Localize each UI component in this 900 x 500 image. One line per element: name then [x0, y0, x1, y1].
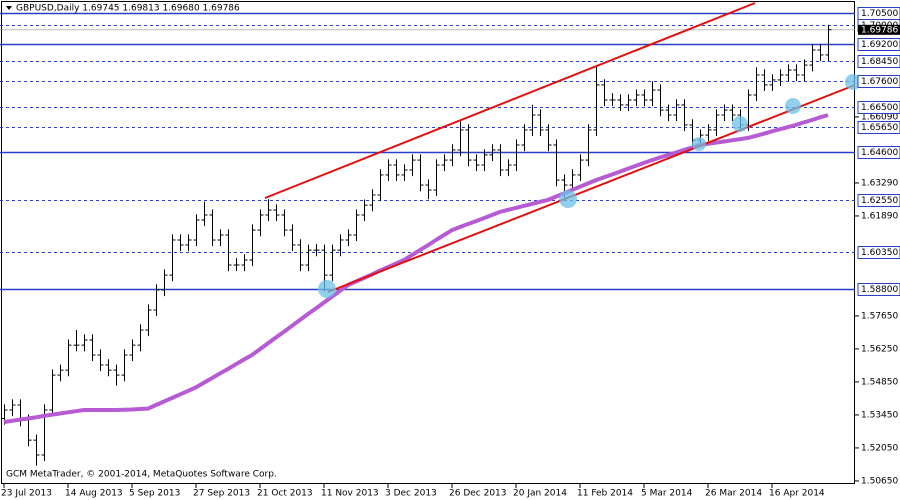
level-label: 1.62550: [861, 196, 898, 206]
x-tick-label: 21 Oct 2013: [257, 489, 313, 499]
x-tick-label: 11 Nov 2013: [321, 489, 379, 499]
plot-frame: [1, 1, 855, 484]
x-tick-label: 16 Apr 2014: [769, 489, 825, 499]
y-tick-label: 1.66090: [861, 112, 898, 122]
levels: [0, 12, 855, 291]
level-label-box: [857, 146, 900, 159]
y-tick-label: 1.53450: [861, 410, 898, 420]
level-label: 1.68450: [861, 57, 898, 67]
y-tick-label: 1.52050: [861, 443, 898, 453]
level-label-box: [857, 101, 900, 114]
level-label: 1.65650: [861, 123, 898, 133]
level-label-box: [857, 55, 900, 68]
x-tick-label: 5 Sep 2013: [129, 489, 180, 499]
x-tick-label: 26 Mar 2014: [705, 489, 762, 499]
level-label-box: [857, 194, 900, 207]
level-label: 1.69200: [861, 40, 898, 50]
footer: GCM MetaTrader, © 2001-2014, MetaQuotes …: [6, 470, 277, 480]
x-tick-label: 26 Dec 2013: [449, 489, 507, 499]
x-tick-label: 23 Jul 2013: [1, 489, 52, 499]
level-label-box: [857, 38, 900, 51]
x-tick-label: 5 Mar 2014: [641, 489, 693, 499]
level-label-box: [857, 283, 900, 296]
touch-marker: [845, 74, 861, 90]
axes: 1.66090 1.63290 1.61890 1.57650 1.56250 1.548…: [1, 7, 900, 499]
touch-marker: [318, 280, 336, 298]
level-label: 1.70500: [861, 9, 898, 19]
y-tick-label: 1.56250: [861, 344, 898, 354]
trend-line: [327, 84, 856, 293]
x-tick-label: 14 Aug 2013: [65, 489, 123, 499]
touch-marker: [732, 116, 748, 132]
touch-marker: [692, 137, 706, 151]
chart-header: GBPUSD,Daily 1.69745 1.69813 1.69680 1.6…: [16, 4, 240, 14]
level-label: 1.67600: [861, 77, 898, 87]
level-label: 1.64600: [861, 148, 898, 158]
x-tick-label: 20 Jan 2014: [513, 489, 567, 499]
level-label-box: [857, 121, 900, 134]
x-tick-label: 27 Sep 2013: [193, 489, 250, 499]
level-label: 1.60350: [861, 248, 898, 258]
current-price-box: [858, 24, 900, 35]
y-tick-label: 1.57650: [861, 311, 898, 321]
touch-marker: [559, 190, 577, 208]
current-price-label: 1.69786: [861, 25, 898, 35]
trend-line: [264, 2, 756, 199]
y-tick-label: 1.54850: [861, 377, 898, 387]
touch-marker: [785, 98, 801, 114]
x-tick-label: 3 Dec 2013: [385, 489, 437, 499]
level-label: 1.66500: [861, 103, 898, 113]
moving-average: [3, 113, 829, 424]
level-label-box: [857, 75, 900, 88]
x-tick-label: 11 Feb 2014: [577, 489, 633, 499]
level-label: 1.58800: [861, 285, 898, 295]
y-tick-label: 1.61890: [861, 211, 898, 221]
y-tick-label: 1.63290: [861, 178, 898, 188]
trend-annotations: [264, 2, 861, 298]
level-label-box: [857, 246, 900, 259]
y-tick-label: 1.50650: [861, 476, 898, 486]
menu-arrow: [6, 6, 12, 10]
